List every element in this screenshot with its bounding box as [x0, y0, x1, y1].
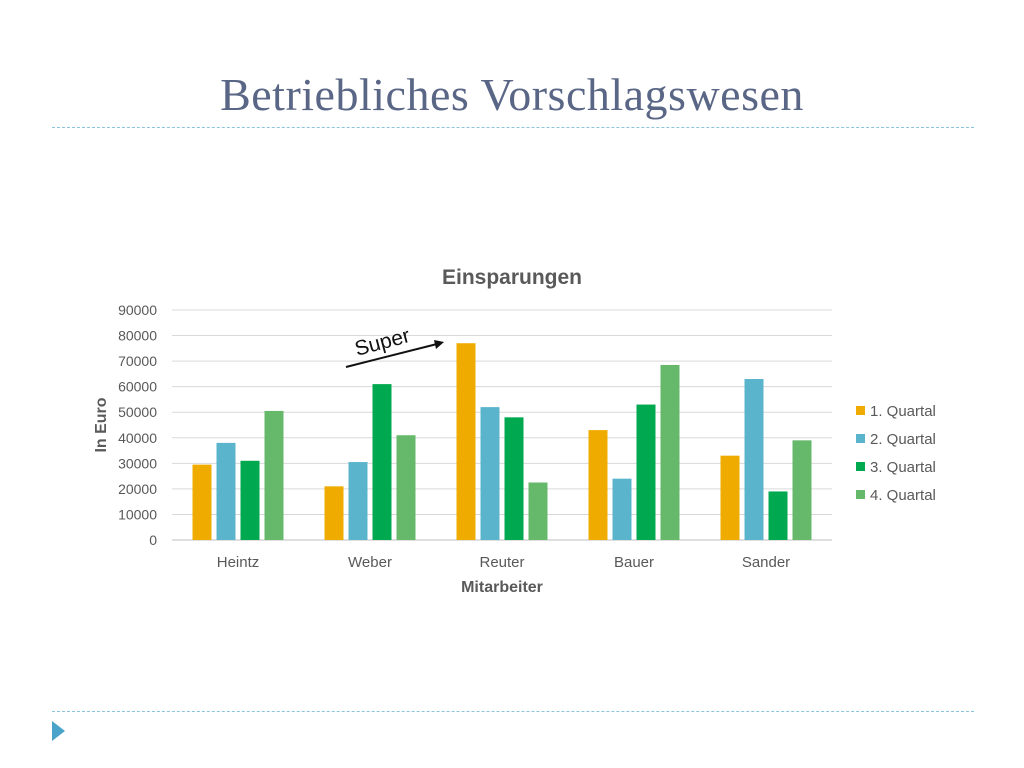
y-tick-label: 80000 — [118, 328, 157, 344]
y-axis-tick-labels: 0 10000 20000 30000 40000 50000 60000 70000 8000… — [118, 302, 157, 548]
bar-reuter-q4 — [528, 482, 548, 540]
y-tick-label: 60000 — [118, 379, 157, 395]
y-tick-label: 50000 — [118, 404, 157, 420]
y-tick-label: 0 — [149, 532, 157, 548]
legend-swatch — [856, 406, 865, 415]
bar-bauer-q1 — [588, 430, 608, 540]
chart-title: Einsparungen — [442, 266, 582, 289]
x-tick-label: Reuter — [479, 554, 524, 571]
bar-weber-q1 — [324, 486, 344, 540]
bar-bauer-q4 — [660, 364, 680, 540]
x-tick-label: Weber — [348, 554, 392, 571]
bar-weber-q2 — [348, 462, 368, 540]
x-axis-tick-labels: Heintz Weber Reuter Bauer Sander — [217, 554, 790, 571]
bar-heintz-q2 — [216, 442, 236, 540]
bar-sander-q2 — [744, 379, 764, 540]
bar-reuter-q2 — [480, 407, 500, 540]
footer-divider — [52, 711, 974, 712]
play-arrow-icon[interactable] — [52, 721, 65, 741]
legend-label: 3. Quartal — [870, 459, 936, 476]
bar-sander-q1 — [720, 455, 740, 540]
title-divider — [52, 127, 974, 128]
y-tick-label: 40000 — [118, 430, 157, 446]
bar-sander-q4 — [792, 440, 812, 540]
slide-title: Betriebliches Vorschlagswesen — [220, 69, 804, 120]
legend-swatch — [856, 462, 865, 471]
bar-bauer-q3 — [636, 404, 656, 540]
legend-swatch — [856, 490, 865, 499]
x-axis-label: Mitarbeiter — [461, 579, 543, 596]
bars — [192, 343, 812, 540]
bar-reuter-q1 — [456, 343, 476, 540]
y-tick-label: 30000 — [118, 455, 157, 471]
bar-reuter-q3 — [504, 417, 524, 540]
bar-weber-q4 — [396, 435, 416, 540]
x-tick-label: Bauer — [614, 554, 654, 571]
x-tick-label: Sander — [742, 554, 790, 571]
legend: 1. Quartal 2. Quartal 3. Quartal 4. Quartal — [856, 403, 936, 504]
bar-bauer-q2 — [612, 478, 632, 540]
y-tick-label: 10000 — [118, 506, 157, 522]
bar-weber-q3 — [372, 384, 392, 540]
bar-heintz-q1 — [192, 464, 212, 540]
y-tick-label: 70000 — [118, 353, 157, 369]
x-tick-label: Heintz — [217, 554, 260, 571]
y-tick-label: 90000 — [118, 302, 157, 318]
legend-label: 1. Quartal — [870, 403, 936, 420]
annotation-arrow-icon — [345, 340, 444, 368]
bar-sander-q3 — [768, 491, 788, 540]
y-axis-label: In Euro — [93, 397, 110, 452]
legend-label: 4. Quartal — [870, 487, 936, 504]
legend-label: 2. Quartal — [870, 431, 936, 448]
annotation-super: Super — [352, 324, 412, 361]
bar-heintz-q3 — [240, 460, 260, 540]
bar-heintz-q4 — [264, 410, 284, 540]
y-tick-label: 20000 — [118, 481, 157, 497]
legend-swatch — [856, 434, 865, 443]
